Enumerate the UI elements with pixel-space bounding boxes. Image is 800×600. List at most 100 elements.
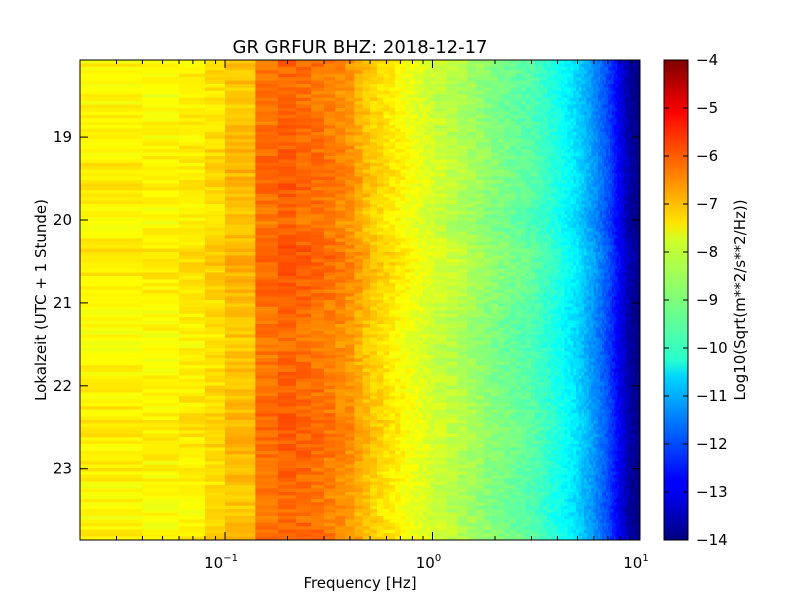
heatmap-cell bbox=[423, 231, 428, 236]
heatmap-cell bbox=[630, 108, 633, 113]
heatmap-cell bbox=[335, 90, 346, 95]
heatmap-cell bbox=[204, 63, 226, 68]
heatmap-cell bbox=[597, 217, 601, 222]
heatmap-cell bbox=[567, 132, 572, 137]
heatmap-cell bbox=[383, 248, 391, 253]
heatmap-cell bbox=[475, 73, 485, 78]
heatmap-cell bbox=[638, 84, 640, 89]
heatmap-cell bbox=[225, 169, 256, 174]
heatmap-cell bbox=[335, 114, 346, 119]
heatmap-cell bbox=[633, 248, 636, 253]
heatmap-cell bbox=[633, 60, 636, 65]
heatmap-cell bbox=[400, 241, 406, 246]
heatmap-cell bbox=[608, 135, 611, 140]
heatmap-cell bbox=[610, 70, 613, 75]
heatmap-cell bbox=[573, 190, 577, 195]
heatmap-cell bbox=[535, 114, 540, 119]
heatmap-cell bbox=[637, 121, 640, 126]
heatmap-cell bbox=[638, 125, 640, 130]
heatmap-cell bbox=[620, 87, 623, 92]
heatmap-cell bbox=[593, 114, 597, 119]
heatmap-cell bbox=[510, 142, 517, 147]
heatmap-cell bbox=[504, 132, 511, 137]
heatmap-cell bbox=[515, 207, 522, 212]
heatmap-cell bbox=[426, 111, 432, 116]
heatmap-cell bbox=[633, 114, 636, 119]
heatmap-cell bbox=[573, 166, 577, 171]
heatmap-cell bbox=[600, 104, 603, 109]
heatmap-cell bbox=[311, 118, 325, 123]
heatmap-cell bbox=[597, 138, 601, 143]
heatmap-cell bbox=[604, 66, 607, 71]
heatmap-cell bbox=[600, 90, 603, 95]
heatmap-cell bbox=[324, 241, 336, 246]
heatmap-cell bbox=[550, 207, 556, 212]
heatmap-cell bbox=[606, 228, 609, 233]
heatmap-cell bbox=[638, 149, 640, 154]
heatmap-cell bbox=[446, 176, 459, 181]
heatmap-cell bbox=[578, 169, 583, 174]
heatmap-cell bbox=[573, 162, 577, 167]
heatmap-cell bbox=[324, 234, 336, 239]
heatmap-cell bbox=[530, 118, 536, 123]
heatmap-cell bbox=[550, 228, 556, 233]
heatmap-cell bbox=[597, 90, 601, 95]
heatmap-cell bbox=[617, 217, 620, 222]
heatmap-cell bbox=[539, 159, 544, 164]
heatmap-cell bbox=[615, 60, 618, 65]
heatmap-cell bbox=[617, 231, 620, 236]
heatmap-cell bbox=[588, 183, 592, 188]
heatmap-cell bbox=[296, 66, 312, 71]
heatmap-cell bbox=[324, 207, 336, 212]
heatmap-cell bbox=[498, 252, 505, 257]
heatmap-cell bbox=[573, 145, 577, 150]
heatmap-cell bbox=[597, 214, 601, 219]
heatmap-cell bbox=[547, 252, 552, 257]
heatmap-cell bbox=[345, 221, 355, 226]
heatmap-cell bbox=[204, 217, 226, 222]
heatmap-cell bbox=[622, 111, 625, 116]
heatmap-cell bbox=[631, 66, 634, 71]
heatmap-cell bbox=[637, 104, 640, 109]
heatmap-cell bbox=[204, 97, 226, 102]
heatmap-cell bbox=[521, 197, 527, 202]
heatmap-cell bbox=[515, 138, 522, 143]
heatmap-cell bbox=[637, 118, 640, 123]
heatmap-cell bbox=[620, 245, 623, 250]
heatmap-cell bbox=[457, 214, 468, 219]
heatmap-cell bbox=[625, 221, 628, 226]
heatmap-cell bbox=[491, 101, 499, 106]
heatmap-cell bbox=[457, 94, 468, 99]
heatmap-cell bbox=[354, 245, 364, 250]
heatmap-cell bbox=[204, 228, 226, 233]
heatmap-cell bbox=[423, 221, 428, 226]
heatmap-cell bbox=[335, 173, 346, 178]
heatmap-cell bbox=[602, 70, 605, 75]
heatmap-cell bbox=[625, 245, 628, 250]
heatmap-cell bbox=[204, 238, 226, 243]
heatmap-cell bbox=[446, 204, 459, 209]
heatmap-cell bbox=[491, 183, 499, 188]
heatmap-cell bbox=[604, 210, 607, 215]
heatmap-cell bbox=[430, 128, 435, 133]
heatmap-cell bbox=[543, 241, 548, 246]
heatmap-cell bbox=[142, 214, 180, 219]
heatmap-cell bbox=[547, 84, 552, 89]
heatmap-cell bbox=[606, 207, 609, 212]
heatmap-cell bbox=[610, 204, 613, 209]
heatmap-cell bbox=[345, 214, 355, 219]
heatmap-cell bbox=[354, 101, 364, 106]
heatmap-cell bbox=[586, 217, 590, 222]
heatmap-cell bbox=[475, 214, 485, 219]
heatmap-cell bbox=[418, 63, 424, 68]
heatmap-cell bbox=[530, 248, 536, 253]
heatmap-cell bbox=[628, 60, 631, 65]
heatmap-cell bbox=[457, 97, 468, 102]
heatmap-cell bbox=[430, 97, 435, 102]
heatmap-cell bbox=[405, 162, 411, 167]
heatmap-cell bbox=[204, 173, 226, 178]
heatmap-cell bbox=[296, 200, 312, 205]
heatmap-cell bbox=[595, 87, 599, 92]
heatmap-cell bbox=[613, 169, 617, 174]
heatmap-cell bbox=[483, 245, 492, 250]
